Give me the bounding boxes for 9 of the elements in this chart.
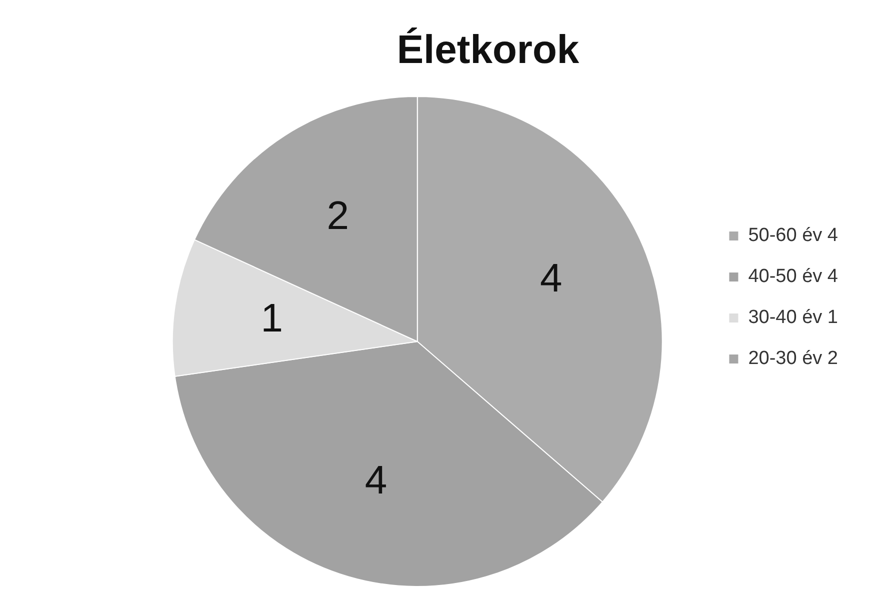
data-label: 2 bbox=[326, 194, 350, 238]
legend-label: 50-60 év 4 bbox=[748, 225, 838, 246]
data-label: 4 bbox=[540, 256, 562, 300]
data-label: 4 bbox=[364, 458, 388, 503]
legend-label: 40-50 év 4 bbox=[748, 266, 838, 288]
data-label: 1 bbox=[260, 296, 283, 341]
chart-title: Életkorok bbox=[396, 27, 580, 72]
legend-label: 30-40 év 1 bbox=[748, 307, 838, 328]
legend-label: 20-30 év 2 bbox=[748, 348, 838, 370]
